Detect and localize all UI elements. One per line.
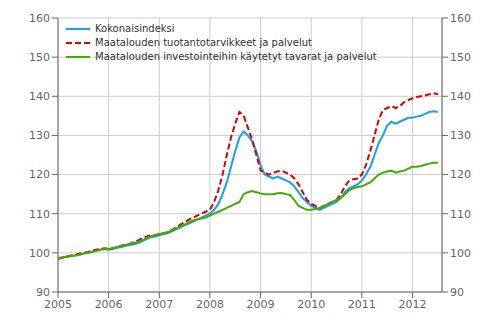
svg-text:160: 160 (29, 12, 50, 25)
svg-text:100: 100 (450, 247, 471, 260)
svg-text:120: 120 (450, 168, 471, 181)
svg-text:130: 130 (29, 129, 50, 142)
svg-text:2007: 2007 (145, 298, 173, 311)
svg-text:90: 90 (450, 286, 464, 299)
svg-text:110: 110 (450, 208, 471, 221)
svg-text:110: 110 (29, 208, 50, 221)
html-text:Kokonaisindeksi: Kokonaisindeksi (95, 23, 175, 34)
svg-text:2006: 2006 (95, 298, 123, 311)
svg-text:2008: 2008 (196, 298, 224, 311)
svg-text:120: 120 (29, 168, 50, 181)
svg-text:150: 150 (29, 51, 50, 64)
svg-text:2012: 2012 (398, 298, 426, 311)
svg-text:2010: 2010 (297, 298, 325, 311)
html-text:Maatalouden tuotantotarvikkeet: Maatalouden tuotantotarvikkeet ja palvel… (95, 37, 312, 48)
svg-text:2011: 2011 (348, 298, 376, 311)
svg-text:130: 130 (450, 129, 471, 142)
svg-text:2009: 2009 (247, 298, 275, 311)
svg-text:2005: 2005 (44, 298, 72, 311)
svg-text:140: 140 (29, 90, 50, 103)
svg-text:160: 160 (450, 12, 471, 25)
svg-text:100: 100 (29, 247, 50, 260)
svg-text:150: 150 (450, 51, 471, 64)
html-text:Maatalouden investointeihin kä: Maatalouden investointeihin käytetyt tav… (95, 51, 377, 62)
svg-text:140: 140 (450, 90, 471, 103)
svg-text:90: 90 (36, 286, 50, 299)
